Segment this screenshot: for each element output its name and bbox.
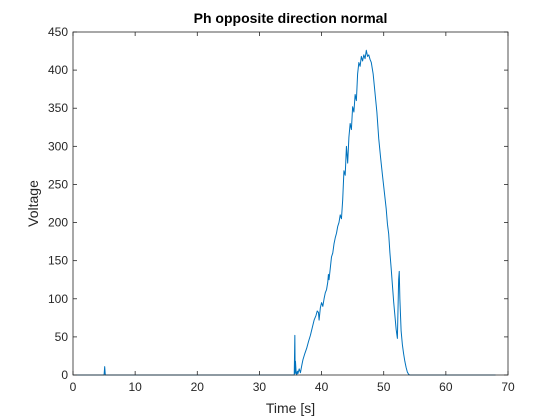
y-tick-label: 150 bbox=[48, 254, 68, 268]
y-axis-ticks: 0 50 100 150 200 250 300 350 400 450 bbox=[48, 25, 508, 382]
x-axis-ticks: 0 10 20 30 40 50 60 70 bbox=[70, 32, 515, 394]
y-tick-label: 350 bbox=[48, 101, 68, 115]
plot-area bbox=[73, 32, 508, 375]
x-tick-label: 0 bbox=[70, 380, 77, 394]
series-line-0 bbox=[73, 49, 496, 376]
y-axis-label: Voltage bbox=[25, 180, 41, 227]
y-tick-label: 200 bbox=[48, 216, 68, 230]
x-tick-label: 70 bbox=[501, 380, 515, 394]
x-tick-label: 50 bbox=[377, 380, 391, 394]
series-layer bbox=[73, 49, 496, 376]
y-tick-label: 250 bbox=[48, 177, 68, 191]
x-tick-label: 30 bbox=[253, 380, 267, 394]
y-tick-label: 50 bbox=[55, 330, 69, 344]
x-tick-label: 20 bbox=[191, 380, 205, 394]
chart-title: Ph opposite direction normal bbox=[194, 10, 388, 26]
x-tick-label: 60 bbox=[439, 380, 453, 394]
y-tick-label: 0 bbox=[61, 368, 68, 382]
x-axis-label: Time [s] bbox=[266, 400, 315, 416]
x-tick-label: 40 bbox=[315, 380, 329, 394]
y-tick-label: 400 bbox=[48, 63, 68, 77]
y-tick-label: 100 bbox=[48, 292, 68, 306]
y-tick-label: 450 bbox=[48, 25, 68, 39]
x-tick-label: 10 bbox=[128, 380, 142, 394]
plot-box bbox=[72, 31, 509, 376]
y-tick-label: 300 bbox=[48, 139, 68, 153]
